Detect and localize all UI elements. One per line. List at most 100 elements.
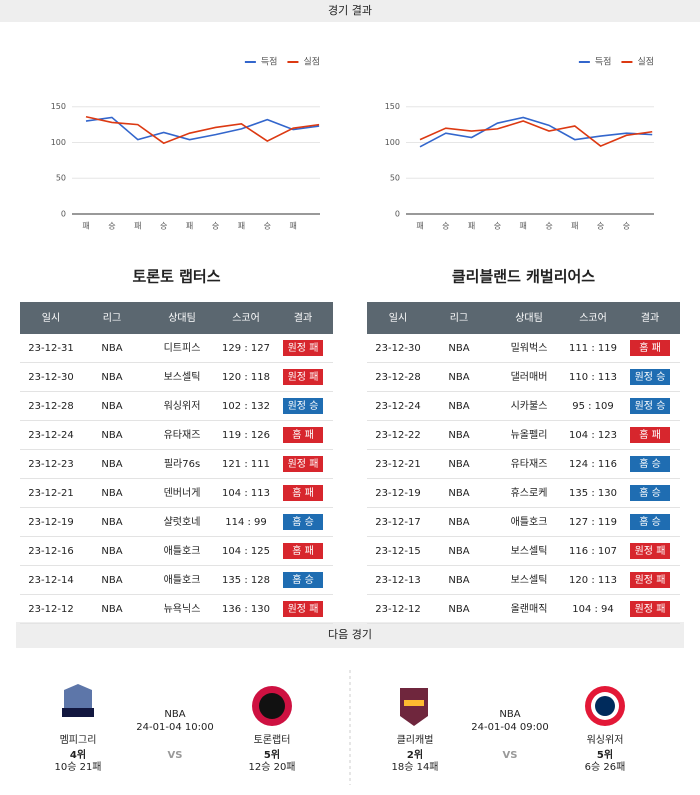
table-cell: 23-12-12 (28, 604, 73, 615)
table-cell: 104 : 94 (572, 604, 614, 615)
result-text: 홈 패 (292, 486, 314, 499)
table-cell: 보스셀틱 (511, 574, 548, 586)
table-cell: NBA (448, 517, 469, 528)
result-badge (283, 543, 323, 559)
table-cell: 필라76s (164, 458, 200, 470)
result-badge (283, 398, 323, 414)
x-tick-label: 승 (442, 222, 449, 231)
table-cell: 시카불스 (511, 400, 548, 412)
column-header: 일시 (389, 312, 407, 324)
team-title: 토론토 랩터스 (132, 268, 220, 286)
league: NBA (164, 709, 185, 720)
result-badge (630, 369, 670, 385)
column-header: 결과 (641, 312, 659, 324)
result-badge (630, 340, 670, 356)
table-cell: NBA (448, 372, 469, 383)
logo-washington (585, 686, 625, 726)
table-cell: 디트피스 (164, 342, 201, 354)
table-cell: 올랜매직 (511, 603, 548, 615)
table-cell: 23-12-22 (375, 430, 420, 441)
table-cell: NBA (101, 604, 122, 615)
next-game-title: 다음 경기 (328, 628, 372, 641)
result-badge (630, 514, 670, 530)
x-tick-label: 승 (264, 222, 271, 231)
table-cell: 23-12-24 (375, 401, 420, 412)
table-cell: 23-12-16 (28, 546, 73, 557)
x-tick-label: 패 (238, 221, 245, 231)
result-text: 홈 승 (639, 457, 661, 470)
result-text: 원정 패 (635, 574, 666, 586)
team-rank: 2위 (407, 748, 423, 761)
legend-label: 실점 (303, 56, 320, 68)
x-tick-label: 패 (416, 221, 423, 231)
team-rank: 5위 (264, 748, 280, 761)
table-cell: 23-12-30 (375, 343, 420, 354)
series-line (419, 120, 653, 147)
column-header: 일시 (42, 312, 60, 324)
table-cell: NBA (101, 488, 122, 499)
y-tick-label: 50 (390, 174, 400, 183)
table-header (367, 302, 680, 334)
result-badge (630, 456, 670, 472)
x-tick-label: 승 (212, 222, 219, 231)
table-cell: 23-12-19 (375, 488, 420, 499)
table-cell: 135 : 130 (569, 488, 617, 499)
table-cell: 23-12-21 (28, 488, 73, 499)
table-cell: 135 : 128 (222, 575, 270, 586)
team-name: 토론랩터 (254, 734, 291, 746)
table-cell: NBA (448, 343, 469, 354)
result-badge (630, 572, 670, 588)
result-text: 원정 패 (288, 342, 319, 354)
team-record: 18승 14패 (391, 761, 438, 773)
table-cell: 샬럿호네 (164, 516, 201, 528)
table-cell: 23-12-28 (28, 401, 73, 412)
table-cell: 120 : 118 (222, 372, 270, 383)
x-tick-label: 승 (623, 222, 630, 231)
team-rank: 5위 (597, 748, 613, 761)
x-tick-label: 승 (597, 222, 604, 231)
table-cell: 104 : 125 (222, 546, 270, 557)
result-badge (283, 601, 323, 617)
table-cell: 104 : 113 (222, 488, 270, 499)
result-text: 홈 패 (292, 544, 314, 557)
table-cell: NBA (448, 575, 469, 586)
column-header: 리그 (103, 312, 121, 324)
team-rank: 4위 (70, 748, 86, 761)
result-text: 홈 패 (639, 341, 661, 354)
table-cell: 유타재즈 (511, 458, 548, 470)
column-header: 리그 (450, 312, 468, 324)
league: NBA (499, 709, 520, 720)
x-tick-label: 패 (186, 221, 193, 231)
table-cell: 129 : 127 (222, 343, 270, 354)
result-text: 홈 승 (292, 515, 314, 528)
table-cell: 102 : 132 (222, 401, 270, 412)
table-header (20, 302, 333, 334)
table-cell: 23-12-31 (28, 343, 73, 354)
table-cell: 23-12-23 (28, 459, 73, 470)
series-line (419, 116, 653, 148)
table-cell: 104 : 123 (569, 430, 617, 441)
team-record: 6승 26패 (585, 761, 626, 773)
y-tick-label: 0 (61, 210, 66, 219)
y-tick-label: 100 (51, 138, 66, 147)
column-header: 결과 (294, 312, 312, 324)
result-text: 홈 패 (292, 428, 314, 441)
result-text: 원정 패 (635, 603, 666, 615)
result-text: 원정 승 (635, 400, 666, 412)
result-text: 원정 승 (288, 400, 319, 412)
table-cell: 23-12-24 (28, 430, 73, 441)
team-record: 10승 21패 (54, 761, 101, 773)
logo-toronto (252, 686, 292, 726)
table-cell: NBA (448, 430, 469, 441)
next-game-bar (16, 622, 684, 648)
x-tick-label: 패 (571, 221, 578, 231)
table-cell: 127 : 119 (569, 517, 617, 528)
table-cell: 보스셀틱 (511, 545, 548, 557)
result-badge (283, 572, 323, 588)
table-cell: 애틀호크 (511, 516, 548, 528)
series-line (85, 116, 320, 141)
table-cell: NBA (101, 343, 122, 354)
table-cell: NBA (448, 488, 469, 499)
team-name: 워싱위저 (587, 733, 624, 746)
result-badge (283, 456, 323, 472)
